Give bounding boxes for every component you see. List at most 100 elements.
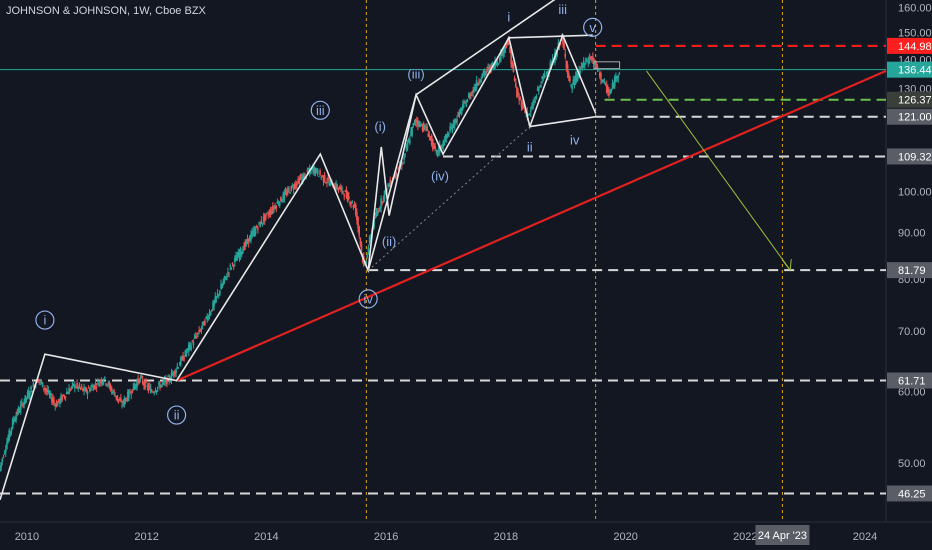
price-label-bg xyxy=(887,372,932,389)
price-label-bg xyxy=(887,91,932,108)
candle-body xyxy=(534,98,537,100)
candle-body xyxy=(394,175,396,177)
wave-label: (ii) xyxy=(382,234,396,249)
candle-body xyxy=(115,396,118,399)
candle-body xyxy=(511,61,514,69)
candle-body xyxy=(375,212,378,217)
candle-body xyxy=(215,296,218,299)
candle-body xyxy=(529,110,532,113)
candle-body xyxy=(102,380,105,383)
candle-body xyxy=(261,222,264,224)
channel-line xyxy=(508,34,593,39)
candle-body xyxy=(206,315,209,321)
candle-body xyxy=(46,389,49,393)
candle-body xyxy=(45,388,47,392)
candle-body xyxy=(403,156,405,160)
candle-body xyxy=(501,51,503,55)
candle-body xyxy=(204,320,206,325)
candle-body xyxy=(496,60,499,65)
candle-body xyxy=(190,345,192,350)
candle-body xyxy=(155,390,158,393)
candle-body xyxy=(211,309,213,312)
candle-body xyxy=(29,393,31,397)
candle-body xyxy=(513,78,516,81)
candle-body xyxy=(121,404,123,406)
candle-body xyxy=(617,74,620,79)
candle-body xyxy=(337,187,340,191)
wave-label: ii xyxy=(174,408,180,423)
candle-body xyxy=(214,296,217,304)
candle-body xyxy=(382,198,385,200)
candle-body xyxy=(316,170,319,175)
candle-body xyxy=(116,395,119,401)
candle-body xyxy=(150,388,152,394)
candle-body xyxy=(440,145,442,148)
candle-body xyxy=(544,75,547,77)
candle-body xyxy=(242,249,244,254)
candle-body xyxy=(451,127,454,132)
candle-body xyxy=(319,170,321,175)
candle-body xyxy=(99,380,101,383)
candle-body xyxy=(611,83,614,89)
wave-label: iii xyxy=(316,103,325,118)
candle-body xyxy=(146,385,149,387)
candle-body xyxy=(518,96,521,101)
candle-body xyxy=(331,186,334,188)
candle-body xyxy=(267,214,270,216)
candle-body xyxy=(471,92,473,95)
candle-body xyxy=(225,276,228,280)
candle-body xyxy=(284,191,287,194)
candle-body xyxy=(19,404,22,411)
candle-body xyxy=(573,78,576,86)
candle-body xyxy=(313,167,316,173)
candle-body xyxy=(280,196,282,201)
candle-body xyxy=(598,72,601,77)
candle-body xyxy=(415,120,418,123)
candle-body xyxy=(488,67,491,70)
candle-body xyxy=(472,89,474,93)
candle-body xyxy=(303,175,305,179)
candle-body xyxy=(589,57,592,59)
candle-body xyxy=(441,144,443,149)
candle-body xyxy=(276,201,279,204)
candle-body xyxy=(618,73,621,74)
y-tick-label: 90.00 xyxy=(898,228,926,240)
candle-body xyxy=(238,252,241,259)
candle-body xyxy=(98,383,100,387)
wave-path xyxy=(0,33,597,501)
wave-label-circle xyxy=(583,17,603,37)
candle-body xyxy=(178,364,181,366)
candle-body xyxy=(166,377,168,385)
candle-body xyxy=(159,385,161,389)
candle-body xyxy=(25,397,28,399)
candle-body xyxy=(334,184,336,189)
candle-body xyxy=(381,201,384,203)
candle-body xyxy=(48,393,51,395)
candle-body xyxy=(531,106,533,108)
candle-body xyxy=(71,382,74,385)
candle-body xyxy=(188,344,190,352)
candle-body xyxy=(444,137,447,139)
candle-body xyxy=(80,386,83,388)
candle-body xyxy=(586,61,588,63)
candle-body xyxy=(92,386,95,391)
candle-body xyxy=(432,139,434,150)
candle-body xyxy=(108,382,111,386)
candle-body xyxy=(521,103,524,109)
candle-body xyxy=(320,176,322,178)
candle-body xyxy=(65,392,68,395)
candle-body xyxy=(418,121,420,125)
candle-body xyxy=(202,321,205,326)
candle-body xyxy=(85,388,88,393)
price-label: 81.79 xyxy=(898,265,926,277)
candle-body xyxy=(14,418,16,422)
candle-body xyxy=(491,63,494,65)
candle-body xyxy=(356,212,358,221)
candle-body xyxy=(465,103,468,107)
candle-body xyxy=(427,133,430,137)
candle-body xyxy=(97,380,99,382)
candle-body xyxy=(217,294,220,296)
price-label-bg xyxy=(887,108,932,125)
candle-body xyxy=(410,130,412,136)
